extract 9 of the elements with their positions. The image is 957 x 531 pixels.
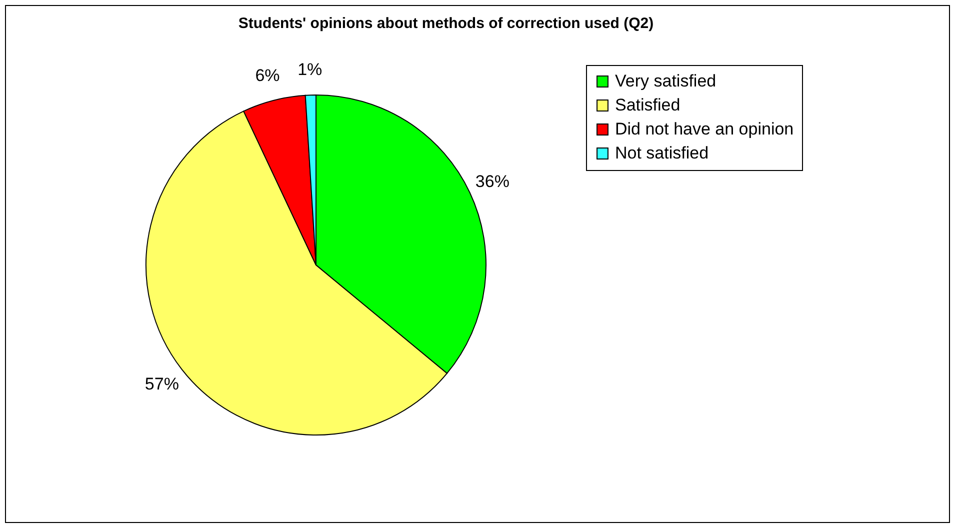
legend-label: Very satisfied (615, 72, 716, 90)
data-label: 6% (255, 66, 280, 86)
chart-title: Students' opinions about methods of correction used (Q2) (238, 15, 654, 32)
legend-label: Did not have an opinion (615, 120, 794, 138)
data-label: 57% (144, 374, 179, 394)
data-label: 1% (298, 60, 322, 80)
legend-label: Satisfied (615, 96, 680, 114)
legend-label: Not satisfied (615, 144, 709, 162)
data-label: 36% (475, 172, 510, 191)
